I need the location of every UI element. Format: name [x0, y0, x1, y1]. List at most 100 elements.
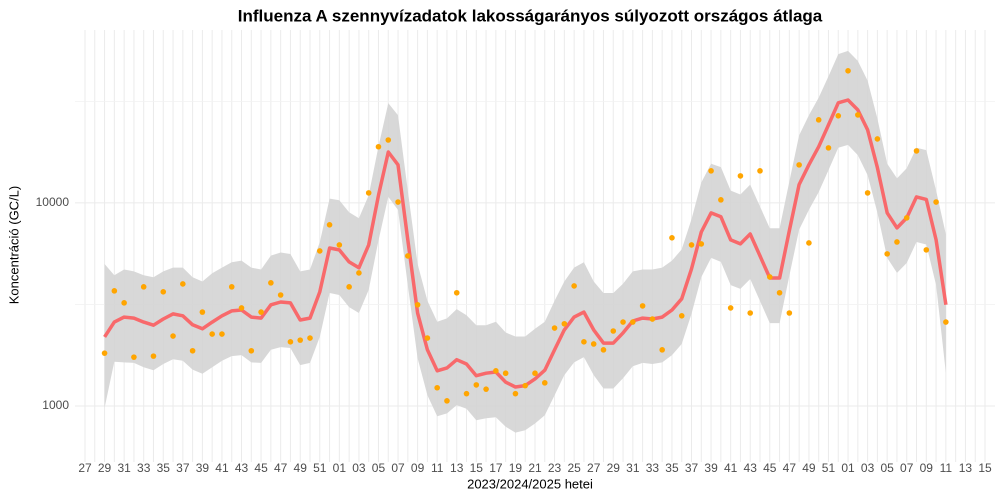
data-point: [825, 145, 832, 151]
x-tick-label: 47: [274, 461, 288, 475]
data-point: [326, 222, 333, 228]
data-point: [874, 136, 881, 142]
x-tick-label: 03: [861, 461, 875, 475]
data-point: [238, 305, 245, 311]
data-point: [121, 300, 127, 306]
data-point: [219, 331, 225, 337]
data-point: [688, 242, 695, 248]
x-tick-label: 31: [117, 461, 131, 475]
y-tick-label: 1000: [42, 398, 69, 412]
data-point: [336, 242, 343, 248]
data-point: [160, 288, 167, 295]
data-point: [287, 339, 294, 345]
x-tick-label: 49: [802, 461, 816, 475]
x-tick-label: 31: [626, 461, 640, 475]
data-point: [933, 199, 939, 205]
data-point: [502, 370, 509, 377]
x-tick-label: 49: [294, 461, 308, 475]
data-point: [669, 235, 675, 241]
data-point: [297, 337, 304, 343]
data-point: [806, 240, 812, 246]
data-point: [473, 382, 480, 388]
data-point: [463, 390, 470, 397]
data-point: [923, 247, 930, 253]
data-point: [483, 386, 489, 392]
x-tick-label: 45: [254, 461, 268, 475]
data-point: [581, 339, 587, 345]
data-point: [894, 239, 900, 245]
data-point: [698, 241, 705, 247]
data-point: [864, 190, 871, 196]
data-point: [678, 313, 685, 319]
x-tick-label: 51: [822, 461, 836, 475]
data-point: [776, 289, 783, 296]
data-point: [786, 310, 793, 316]
data-point: [316, 248, 323, 254]
y-tick-label: 10000: [36, 195, 70, 209]
data-point: [356, 270, 362, 276]
x-tick-label: 37: [685, 461, 699, 475]
x-tick-label: 33: [646, 461, 660, 475]
x-tick-label: 43: [235, 461, 249, 475]
x-tick-label: 41: [215, 461, 229, 475]
x-tick-label: 09: [411, 461, 425, 475]
data-point: [541, 380, 548, 386]
x-tick-label: 07: [900, 461, 914, 475]
confidence-band: [104, 50, 946, 433]
data-point: [943, 319, 949, 325]
data-point: [532, 370, 538, 377]
x-tick-label: 13: [959, 461, 973, 475]
data-point: [796, 162, 802, 168]
x-tick-label: 51: [313, 461, 327, 475]
x-tick-label: 01: [333, 461, 347, 475]
x-tick-label: 03: [352, 461, 366, 475]
data-point: [884, 251, 890, 257]
data-point: [405, 253, 411, 259]
data-point: [649, 316, 656, 322]
x-tick-label: 11: [940, 461, 953, 475]
data-point: [365, 190, 372, 196]
data-point: [180, 281, 186, 287]
data-point: [434, 384, 440, 391]
data-point: [111, 288, 118, 294]
data-point: [659, 347, 665, 353]
data-point: [150, 353, 157, 359]
data-point: [385, 137, 392, 143]
x-tick-label: 45: [763, 461, 777, 475]
data-point: [375, 143, 382, 150]
x-tick-label: 47: [783, 461, 797, 475]
data-point: [453, 289, 460, 296]
x-tick-label: 19: [509, 461, 523, 475]
data-point: [727, 305, 734, 311]
x-tick-label: 09: [920, 461, 934, 475]
data-point: [561, 320, 568, 327]
data-point: [209, 331, 215, 337]
data-point: [600, 347, 607, 353]
data-point: [512, 390, 519, 397]
x-tick-label: 23: [548, 461, 562, 475]
x-tick-label: 15: [470, 461, 484, 475]
data-point: [913, 148, 920, 154]
data-point: [131, 354, 137, 360]
data-point: [277, 292, 284, 298]
data-point: [307, 335, 313, 341]
x-tick-label: 01: [841, 461, 855, 475]
data-point: [189, 347, 196, 354]
x-tick-label: 43: [744, 461, 758, 475]
data-point: [571, 283, 577, 289]
data-point: [620, 319, 626, 325]
x-tick-label: 21: [528, 461, 542, 475]
data-point: [708, 168, 714, 174]
data-point: [835, 113, 842, 119]
data-point: [170, 333, 176, 339]
x-tick-label: 29: [607, 461, 621, 475]
x-tick-label: 29: [98, 461, 112, 475]
x-tick-label: 41: [724, 461, 738, 475]
data-point: [903, 215, 910, 221]
data-point: [610, 328, 617, 334]
data-point: [747, 310, 754, 316]
x-tick-label: 07: [391, 461, 405, 475]
chart-title: Influenza A szennyvízadatok lakosságarán…: [238, 6, 823, 25]
x-tick-label: 39: [704, 461, 718, 475]
